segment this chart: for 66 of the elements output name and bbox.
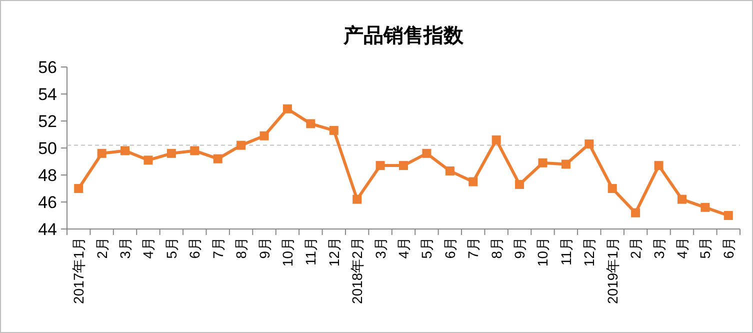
point [538,158,548,168]
point [445,166,454,176]
y-tick-label: 54 [38,85,57,104]
y-tick-label: 48 [38,166,57,185]
x-tick-label: 6月 [442,237,458,259]
y-tick-label: 50 [38,139,57,158]
x-tick-label: 3月 [372,237,388,259]
point [376,161,385,170]
point [166,148,176,158]
x-tick-label: 11月 [302,237,319,266]
x-tick-label: 5月 [163,237,180,259]
point [97,148,106,158]
x-tick-label: 9月 [512,237,528,259]
point [74,184,84,193]
y-tick-label: 44 [38,220,57,239]
x-tick-label: 7月 [465,237,482,259]
point [306,119,316,128]
point [584,139,594,148]
point [282,104,292,114]
point [190,146,200,156]
x-tick-label: 4月 [396,237,412,259]
point [329,126,338,135]
point [468,177,478,186]
point [120,146,130,156]
point [144,156,153,165]
point [515,180,524,189]
point [422,148,432,158]
x-tick-label: 8月 [488,237,504,259]
x-tick-label: 10月 [534,237,551,267]
x-tick-label: 5月 [418,237,435,259]
point [677,194,686,204]
x-tick-label: 8月 [233,237,250,259]
x-tick-label: 2019年1月 [604,237,620,304]
y-tick-label: 56 [38,58,57,77]
x-tick-label: 3月 [650,237,667,259]
x-tick-label: 9月 [256,237,272,259]
chart-title: 产品销售指数 [342,24,464,47]
x-tick-label: 12月 [581,237,598,267]
point [654,161,664,170]
x-tick-label: 6月 [720,237,736,259]
point [399,161,408,170]
x-tick-label: 7月 [210,237,226,259]
point [561,160,570,169]
x-tick-label: 2017年1月 [70,237,87,304]
point [236,140,246,150]
x-tick-label: 11月 [558,237,574,266]
x-tick-label: 3月 [117,237,134,259]
point [631,208,640,218]
x-tick-label: 5月 [697,237,714,259]
point [492,135,501,144]
x-tick-label: 2018年2月 [349,237,366,304]
point [608,184,617,193]
point [724,211,733,220]
x-tick-label: 4月 [140,237,156,259]
point [700,202,710,212]
point [260,131,269,140]
x-tick-label: 12月 [326,237,342,267]
x-tick-label: 2月 [628,237,644,259]
x-tick-label: 6月 [186,237,203,259]
point [352,194,362,204]
y-tick-label: 52 [38,112,57,131]
point [213,154,222,164]
x-tick-label: 2月 [94,237,110,259]
x-tick-label: 4月 [674,237,690,259]
y-tick-label: 46 [38,193,57,212]
x-tick-label: 10月 [279,237,296,267]
